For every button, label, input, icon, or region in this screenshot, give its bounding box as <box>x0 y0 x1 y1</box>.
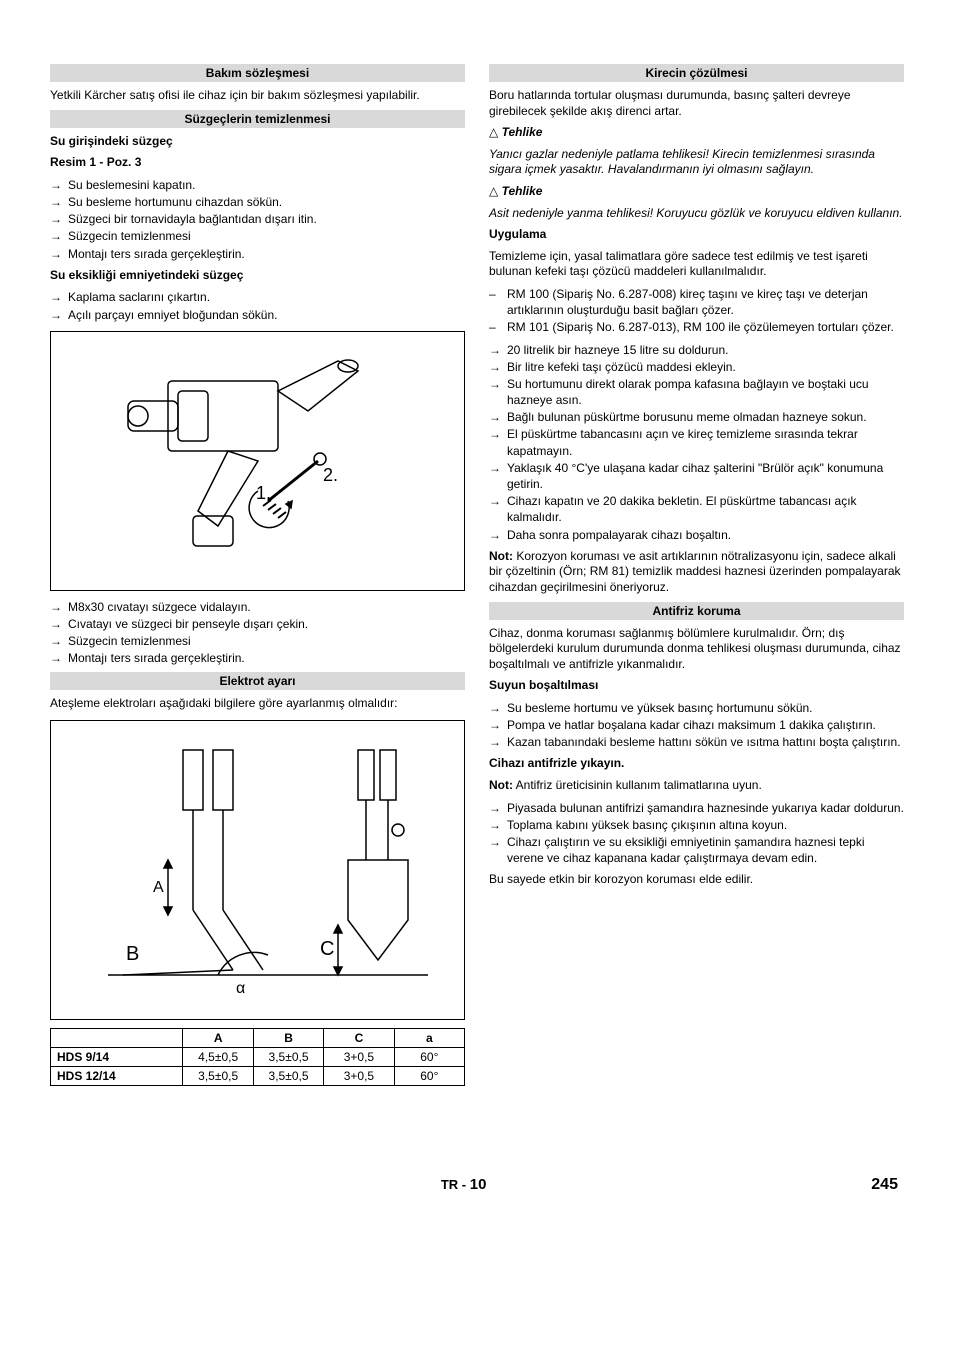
filter2-title: Su eksikliği emniyetindeki süzgeç <box>50 268 465 284</box>
heading-decalcify: Kirecin çözülmesi <box>489 64 904 82</box>
danger1-text: Yanıcı gazlar nedeniyle patlama tehlikes… <box>489 147 904 178</box>
heading-antifreeze: Antifriz koruma <box>489 602 904 620</box>
list-item: Açılı parçayı emniyet bloğundan sökün. <box>50 307 465 323</box>
table-header: B <box>253 1029 323 1048</box>
list-item: Süzgecin temizlenmesi <box>50 633 465 649</box>
list-item: Bir litre kefeki taşı çözücü maddesi ekl… <box>489 359 904 375</box>
list-item: Cihazı çalıştırın ve su eksikliği emniye… <box>489 834 904 866</box>
decal-intro: Boru hatlarında tortular oluşması durumu… <box>489 88 904 119</box>
table-row: A B C a <box>51 1029 465 1048</box>
list-item: Bağlı bulunan püskürtme borusunu meme ol… <box>489 409 904 425</box>
page-footer: TR - 10 245 <box>50 1176 904 1194</box>
list-item: Montajı ters sırada gerçekleştirin. <box>50 246 465 262</box>
table-row: HDS 9/14 4,5±0,5 3,5±0,5 3+0,5 60° <box>51 1048 465 1067</box>
warning-icon: △ <box>489 125 498 139</box>
figure-strainer: 1. 2. <box>50 331 465 591</box>
table-cell: 4,5±0,5 <box>183 1048 253 1067</box>
list-item: Cihazı kapatın ve 20 dakika bekletin. El… <box>489 493 904 525</box>
table-cell: 60° <box>394 1067 464 1086</box>
wash-note: Not: Antifriz üreticisinin kullanım tali… <box>489 778 904 794</box>
wash-title: Cihazı antifrizle yıkayın. <box>489 756 904 772</box>
list-item: Yaklaşık 40 °C'ye ulaşana kadar cihaz şa… <box>489 460 904 492</box>
list-item: Montajı ters sırada gerçekleştirin. <box>50 650 465 666</box>
figure-electrode: A B C α <box>50 720 465 1020</box>
filter2-list-a: Kaplama saclarını çıkartın. Açılı parçay… <box>50 289 465 322</box>
apply-text: Temizleme için, yasal talimatlara göre s… <box>489 249 904 280</box>
list-item: Toplama kabını yüksek basınç çıkışının a… <box>489 817 904 833</box>
drain-title: Suyun boşaltılması <box>489 678 904 694</box>
table-header <box>51 1029 183 1048</box>
table-cell: 3,5±0,5 <box>253 1048 323 1067</box>
table-header: a <box>394 1029 464 1048</box>
danger2-text: Asit nedeniyle yanma tehlikesi! Koruyucu… <box>489 206 904 222</box>
heading-electrode: Elektrot ayarı <box>50 672 465 690</box>
list-item: Kazan tabanındaki besleme hattını sökün … <box>489 734 904 750</box>
table-header: C <box>324 1029 394 1048</box>
list-item: Süzgeci bir tornavidayla bağlantıdan dış… <box>50 211 465 227</box>
filter2-list-b: M8x30 cıvatayı süzgece vidalayın. Cıvata… <box>50 599 465 667</box>
fig1-label-2: 2. <box>323 465 338 485</box>
table-cell: 3+0,5 <box>324 1048 394 1067</box>
table-row: HDS 12/14 3,5±0,5 3,5±0,5 3+0,5 60° <box>51 1067 465 1086</box>
table-cell: HDS 9/14 <box>51 1048 183 1067</box>
list-item: 20 litrelik bir hazneye 15 litre su dold… <box>489 342 904 358</box>
filter1-title: Su girişindeki süzgeç <box>50 134 465 150</box>
table-cell: 3,5±0,5 <box>183 1067 253 1086</box>
fig2-label-alpha: α <box>236 980 245 997</box>
antifreeze-intro: Cihaz, donma koruması sağlanmış bölümler… <box>489 626 904 673</box>
maintenance-text: Yetkili Kärcher satış ofisi ile cihaz iç… <box>50 88 465 104</box>
apply-note: Not: Korozyon koruması ve asit artıkları… <box>489 549 904 596</box>
drain-list: Su besleme hortumu ve yüksek basınç hort… <box>489 700 904 751</box>
apply-title: Uygulama <box>489 227 904 243</box>
list-item: Su hortumunu direkt olarak pompa kafasın… <box>489 376 904 408</box>
list-item: El püskürtme tabancasını açın ve kireç t… <box>489 426 904 458</box>
list-item: Daha sonra pompalayarak cihazı boşaltın. <box>489 527 904 543</box>
filter1-list: Su beslemesini kapatın. Su besleme hortu… <box>50 177 465 262</box>
wash-list: Piyasada bulunan antifrizi şamandıra haz… <box>489 800 904 867</box>
table-cell: HDS 12/14 <box>51 1067 183 1086</box>
list-item: RM 101 (Sipariş No. 6.287-013), RM 100 i… <box>489 319 904 335</box>
final-text: Bu sayede etkin bir korozyon koruması el… <box>489 872 904 888</box>
list-item: RM 100 (Sipariş No. 6.287-008) kireç taş… <box>489 286 904 318</box>
list-item: Su besleme hortumu ve yüksek basınç hort… <box>489 700 904 716</box>
page-number: 245 <box>871 1176 898 1194</box>
list-item: Su beslemesini kapatın. <box>50 177 465 193</box>
fig2-label-b: B <box>126 943 139 965</box>
list-item: Kaplama saclarını çıkartın. <box>50 289 465 305</box>
table-cell: 3+0,5 <box>324 1067 394 1086</box>
list-item: Piyasada bulunan antifrizi şamandıra haz… <box>489 800 904 816</box>
filter1-subtitle: Resim 1 - Poz. 3 <box>50 155 465 171</box>
fig2-label-a: A <box>153 879 164 896</box>
fig1-label-1: 1. <box>256 483 271 503</box>
list-item: Pompa ve hatlar boşalana kadar cihazı ma… <box>489 717 904 733</box>
list-item: Cıvatayı ve süzgeci bir penseyle dışarı … <box>50 616 465 632</box>
heading-filter-clean: Süzgeçlerin temizlenmesi <box>50 110 465 128</box>
list-item: M8x30 cıvatayı süzgece vidalayın. <box>50 599 465 615</box>
table-cell: 60° <box>394 1048 464 1067</box>
table-header: A <box>183 1029 253 1048</box>
electrode-text: Ateşleme elektroları aşağıdaki bilgilere… <box>50 696 465 712</box>
table-cell: 3,5±0,5 <box>253 1067 323 1086</box>
heading-maintenance: Bakım sözleşmesi <box>50 64 465 82</box>
electrode-table: A B C a HDS 9/14 4,5±0,5 3,5±0,5 3+0,5 6… <box>50 1028 465 1086</box>
warning-icon: △ <box>489 184 498 198</box>
apply-arrow-list: 20 litrelik bir hazneye 15 litre su dold… <box>489 342 904 543</box>
list-item: Süzgecin temizlenmesi <box>50 228 465 244</box>
danger1-heading: △ Tehlike <box>489 125 904 141</box>
danger2-heading: △ Tehlike <box>489 184 904 200</box>
list-item: Su besleme hortumunu cihazdan sökün. <box>50 194 465 210</box>
apply-dash-list: RM 100 (Sipariş No. 6.287-008) kireç taş… <box>489 286 904 336</box>
fig2-label-c: C <box>320 938 334 960</box>
